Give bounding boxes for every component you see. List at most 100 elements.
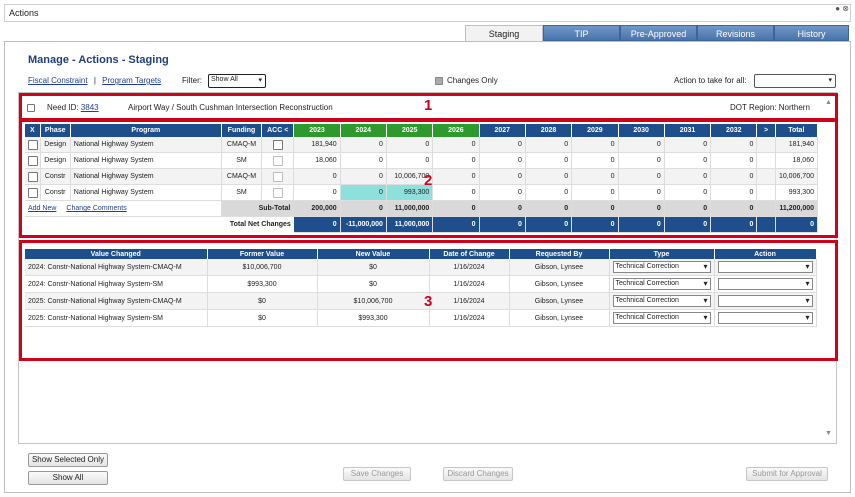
year-amount-cell[interactable]: 0	[340, 184, 387, 201]
changes-only-checkbox[interactable]	[435, 77, 443, 85]
fiscal-constraint-link[interactable]: Fiscal Constraint	[28, 76, 88, 85]
toolbar: Fiscal Constraint | Program Targets	[28, 76, 161, 85]
year-amount-cell[interactable]: 0	[664, 137, 712, 153]
year-amount-cell[interactable]: 0	[479, 152, 526, 169]
requested-by-cell: Gibson, Lynsee	[509, 275, 610, 293]
row-checkbox[interactable]	[28, 139, 38, 150]
year-amount-cell[interactable]: 0	[664, 184, 712, 201]
toolbar-separator: |	[93, 76, 96, 85]
acc-checkbox[interactable]	[272, 139, 283, 150]
year-amount-cell[interactable]: 0	[571, 168, 619, 185]
year-amount-cell[interactable]: 0	[710, 137, 758, 153]
col-acc-prev[interactable]: ACC <	[261, 124, 295, 137]
show-all-button[interactable]: Show All	[28, 471, 108, 485]
year-amount-cell[interactable]: 0	[710, 184, 758, 201]
year-amount-cell[interactable]: 0	[340, 137, 387, 153]
scroll-up-icon[interactable]: ▲	[825, 99, 832, 106]
year-amount-cell[interactable]: 10,006,700	[386, 168, 434, 185]
new-value-cell: $0	[317, 275, 430, 293]
spacer-cell	[756, 168, 776, 185]
year-amount-cell[interactable]: 0	[432, 168, 480, 185]
year-amount-cell[interactable]: 0	[618, 168, 665, 185]
year-amount-cell[interactable]: 0	[386, 137, 434, 153]
year-amount-cell[interactable]: 0	[479, 168, 526, 185]
year-amount-cell[interactable]: 0	[340, 152, 387, 169]
year-amount-cell[interactable]: 0	[479, 137, 526, 153]
former-value-cell: $0	[207, 292, 318, 310]
new-value-cell: $0	[317, 259, 430, 276]
submit-for-approval-button[interactable]: Submit for Approval	[746, 467, 828, 481]
row-checkbox[interactable]	[28, 171, 38, 182]
year-amount-cell[interactable]: 0	[710, 168, 758, 185]
year-amount-cell[interactable]: 0	[618, 137, 665, 153]
acc-checkbox[interactable]	[272, 171, 283, 182]
year-amount-cell[interactable]: 0	[571, 152, 619, 169]
year-amount-cell[interactable]: 0	[525, 137, 573, 153]
year-amount-cell[interactable]: 0	[618, 152, 665, 169]
row-checkbox[interactable]	[28, 187, 38, 198]
tab-staging[interactable]: Staging	[465, 25, 543, 42]
change-row: 2024: Constr-National Highway System-SM $…	[25, 275, 817, 293]
col-requested-by: Requested By	[509, 249, 610, 259]
changes-highlight	[19, 240, 838, 361]
type-select[interactable]: Technical Correction ▾	[612, 312, 711, 324]
year-amount-cell[interactable]: 0	[664, 152, 712, 169]
year-amount-cell[interactable]: 0	[432, 152, 480, 169]
show-selected-only-button[interactable]: Show Selected Only	[28, 453, 108, 467]
row-total-cell: 10,006,700	[775, 168, 819, 185]
save-changes-button[interactable]: Save Changes	[343, 467, 411, 481]
acc-checkbox[interactable]	[272, 187, 283, 198]
year-amount-cell[interactable]: 993,300	[386, 184, 434, 201]
former-value-cell: $0	[207, 309, 318, 327]
acc-cell	[261, 168, 295, 185]
year-amount-cell[interactable]: 0	[664, 168, 712, 185]
year-amount-cell[interactable]: 0	[293, 168, 341, 185]
year-amount-cell[interactable]: 0	[525, 168, 573, 185]
tab-tip[interactable]: TIP	[543, 25, 620, 41]
year-amount-cell[interactable]: 181,940	[293, 137, 341, 153]
year-amount-cell[interactable]: 0	[525, 152, 573, 169]
tab-history[interactable]: History	[774, 25, 849, 41]
row-checkbox[interactable]	[28, 155, 38, 166]
next-years-button[interactable]: >	[756, 124, 776, 137]
need-checkbox[interactable]	[27, 104, 35, 112]
year-amount-cell[interactable]: 0	[571, 137, 619, 153]
year-amount-cell[interactable]: 0	[293, 184, 341, 201]
col-funding: Funding	[221, 124, 263, 137]
add-new-link[interactable]: Add New	[28, 205, 57, 212]
year-amount-cell[interactable]: 0	[525, 184, 573, 201]
scroll-down-icon[interactable]: ▼	[825, 430, 832, 437]
col-phase: Phase	[40, 124, 71, 137]
year-amount-cell[interactable]: 0	[710, 152, 758, 169]
acc-checkbox[interactable]	[272, 155, 283, 166]
tab-revisions[interactable]: Revisions	[697, 25, 774, 41]
year-amount-cell[interactable]: 0	[571, 184, 619, 201]
row-select-cell	[25, 137, 41, 153]
year-amount-cell[interactable]: 18,060	[293, 152, 341, 169]
action-select[interactable]: ▾	[717, 261, 813, 273]
year-amount-cell[interactable]: 0	[618, 184, 665, 201]
type-select[interactable]: Technical Correction ▾	[612, 261, 711, 273]
program-targets-link[interactable]: Program Targets	[102, 76, 162, 85]
action-select[interactable]: ▾	[717, 312, 813, 324]
year-amount-cell[interactable]: 0	[432, 184, 480, 201]
action-select[interactable]: ▾	[717, 295, 813, 307]
annotation-1: 1	[424, 97, 433, 114]
year-amount-cell[interactable]: 0	[432, 137, 480, 153]
year-amount-cell[interactable]: 0	[340, 168, 387, 185]
tab-pre-approved[interactable]: Pre-Approved	[620, 25, 697, 41]
action-select[interactable]: ▾	[717, 278, 813, 290]
changes-table-wrap: Value Changed Former Value New Value Dat…	[25, 249, 817, 327]
type-select[interactable]: Technical Correction ▾	[612, 295, 711, 307]
filter-select[interactable]: Show All ▾	[208, 74, 266, 88]
year-amount-cell[interactable]: 0	[479, 184, 526, 201]
type-cell: Technical Correction ▾	[609, 275, 715, 293]
year-amount-cell[interactable]: 0	[386, 152, 434, 169]
window-controls-icon[interactable]: ● ⊗	[835, 4, 849, 13]
discard-changes-button[interactable]: Discard Changes	[443, 467, 513, 481]
need-id-link[interactable]: 3843	[80, 103, 99, 112]
type-select[interactable]: Technical Correction ▾	[612, 278, 711, 290]
col-type: Type	[609, 249, 715, 259]
change-comments-link[interactable]: Change Comments	[66, 205, 127, 212]
action-all-select[interactable]: ▾	[754, 74, 836, 88]
